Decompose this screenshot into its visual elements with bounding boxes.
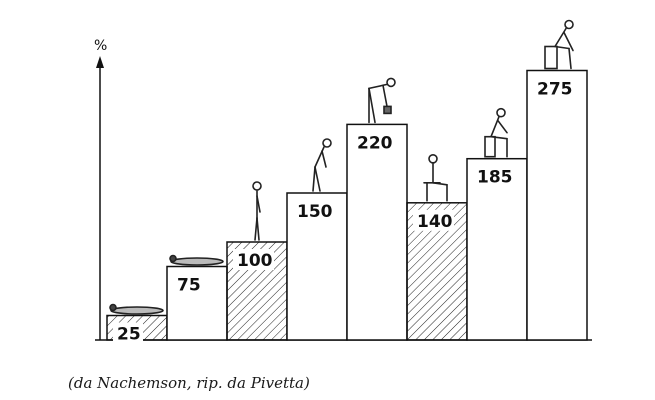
bar-label: 150 bbox=[297, 202, 333, 222]
lying-figure-icon bbox=[109, 303, 164, 315]
sitting-figure-icon bbox=[423, 154, 448, 202]
bar-label: 220 bbox=[357, 133, 393, 153]
bar: 25 bbox=[106, 303, 168, 345]
bar: 100 bbox=[226, 181, 288, 341]
sitting-forward-figure-icon bbox=[484, 107, 508, 158]
bar-label: 75 bbox=[177, 276, 201, 296]
bending-figure-icon bbox=[312, 138, 332, 192]
bar: 75 bbox=[166, 254, 228, 341]
caption: (da Nachemson, rip. da Pivetta) bbox=[68, 374, 310, 392]
lying-figure-icon bbox=[169, 254, 224, 266]
bar-label: 140 bbox=[417, 212, 453, 232]
bar-label: 25 bbox=[117, 325, 141, 345]
bar-label: 275 bbox=[537, 80, 573, 100]
bar: 220 bbox=[346, 77, 408, 341]
sitting-lifting-figure-icon bbox=[544, 19, 574, 70]
bar: 275 bbox=[526, 19, 588, 341]
bar: 140 bbox=[406, 154, 468, 341]
bar-label: 185 bbox=[477, 168, 513, 188]
y-axis-label: % bbox=[94, 38, 107, 54]
y-axis-arrow-icon bbox=[96, 56, 104, 68]
bars: 25 75 100 150 220 140 185 275 bbox=[106, 19, 588, 345]
standing-figure-icon bbox=[252, 181, 262, 241]
bending-forward-lifting-figure-icon bbox=[368, 77, 396, 124]
bar: 185 bbox=[466, 107, 528, 341]
bar: 150 bbox=[286, 138, 348, 341]
bar-label: 100 bbox=[237, 251, 273, 271]
